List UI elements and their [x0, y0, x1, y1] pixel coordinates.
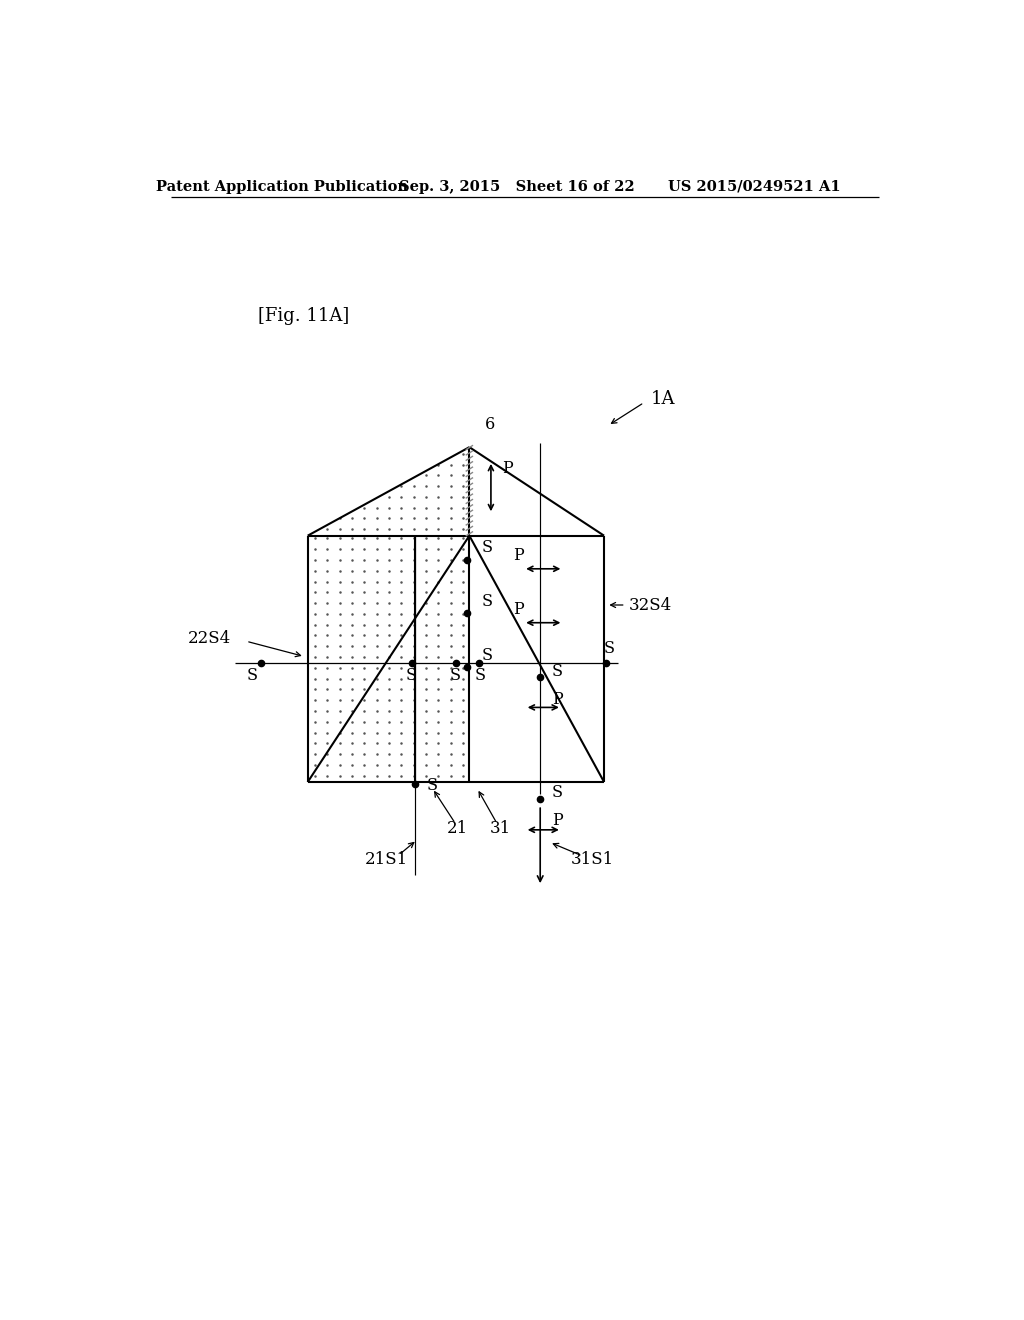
Text: 6: 6: [484, 416, 495, 433]
Text: 1A: 1A: [650, 391, 675, 408]
Text: 32S4: 32S4: [629, 597, 672, 614]
Text: 21S1: 21S1: [365, 850, 408, 867]
Text: P: P: [513, 601, 524, 618]
Text: S: S: [426, 776, 437, 793]
Text: Sep. 3, 2015   Sheet 16 of 22: Sep. 3, 2015 Sheet 16 of 22: [399, 180, 635, 194]
Text: S: S: [603, 640, 614, 656]
Text: P: P: [502, 461, 512, 478]
Text: S: S: [407, 668, 417, 684]
Text: P: P: [552, 812, 562, 829]
Text: S: S: [247, 667, 258, 684]
Text: Patent Application Publication: Patent Application Publication: [157, 180, 409, 194]
Text: S: S: [450, 668, 461, 684]
Text: S: S: [552, 784, 563, 801]
Text: P: P: [513, 548, 524, 564]
Text: 31S1: 31S1: [571, 850, 614, 867]
Text: S: S: [475, 668, 485, 684]
Text: S: S: [481, 539, 493, 556]
Text: 31: 31: [489, 820, 511, 837]
Text: P: P: [552, 692, 562, 709]
Text: 21: 21: [447, 820, 468, 837]
Text: S: S: [552, 664, 563, 681]
Text: [Fig. 11A]: [Fig. 11A]: [258, 308, 349, 325]
Text: S: S: [481, 593, 493, 610]
Text: 22S4: 22S4: [187, 630, 230, 647]
Text: S: S: [481, 647, 493, 664]
Text: US 2015/0249521 A1: US 2015/0249521 A1: [668, 180, 841, 194]
